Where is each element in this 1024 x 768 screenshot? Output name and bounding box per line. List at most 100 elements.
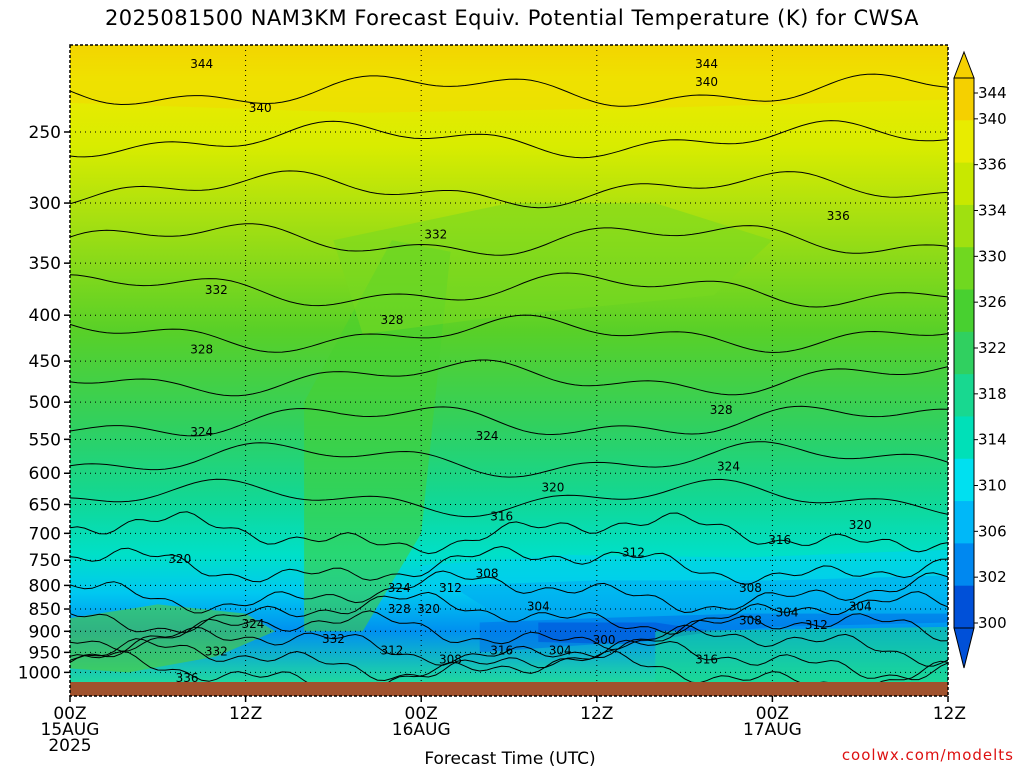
- y-tick-label: 750: [29, 551, 61, 571]
- contour-label: 324: [388, 581, 411, 595]
- contour-label: 324: [190, 425, 213, 439]
- cool-layer-mid: [450, 575, 948, 623]
- contour-line: [70, 359, 948, 397]
- y-tick-label: 850: [29, 600, 61, 620]
- contour-label: 332: [205, 645, 228, 659]
- colorbar-segment: [954, 162, 974, 206]
- y-tick-label: 300: [29, 194, 61, 214]
- colorbar-segment: [954, 289, 974, 333]
- contour-label: 312: [380, 643, 403, 657]
- colorbar-bottom-arrow: [953, 627, 975, 669]
- contour-label: 344: [695, 57, 718, 71]
- contour-label: 332: [322, 632, 345, 646]
- plot-area: [70, 45, 948, 682]
- x-tick-label: 16AUG: [392, 720, 451, 740]
- contour-label: 328: [380, 313, 403, 327]
- contour-line: [70, 511, 948, 555]
- contour-label: 312: [439, 581, 462, 595]
- colorbar-segment: [954, 458, 974, 502]
- y-tick-label: 350: [29, 254, 61, 274]
- contour-line: [70, 545, 948, 585]
- contour-line: [70, 314, 948, 354]
- contour-label: 308: [476, 567, 499, 581]
- contour-label: 308: [439, 652, 462, 666]
- contour-label: 324: [476, 429, 499, 443]
- colorbar-segment: [954, 585, 974, 629]
- contour-label: 320: [849, 518, 872, 532]
- colorbar-label: 306: [978, 522, 1007, 540]
- colorbar-label: 314: [978, 431, 1007, 449]
- contour-label: 328: [190, 343, 213, 357]
- colorbar-label: 330: [978, 247, 1007, 265]
- contour-label: 304: [549, 643, 572, 657]
- watermark-text: coolwx.com/modelts: [841, 746, 1014, 764]
- contour-label: 320: [417, 602, 440, 616]
- x-tick-label: 12Z: [580, 704, 613, 724]
- contour-line: [70, 170, 948, 209]
- colorbar-segment: [954, 416, 974, 460]
- contour-label: 308: [739, 613, 762, 627]
- contour-label: 312: [805, 618, 828, 632]
- contour-label: 316: [768, 533, 791, 547]
- contour-label: 332: [205, 283, 228, 297]
- colorbar-segment: [954, 78, 974, 121]
- colorbar-label: 322: [978, 339, 1007, 357]
- contour-line: [70, 120, 948, 159]
- colorbar-segment: [954, 120, 974, 164]
- colorbar-frame: [953, 77, 975, 629]
- colorbar-label: 326: [978, 293, 1007, 311]
- contour-line: [70, 638, 948, 682]
- plot-frame: [69, 44, 949, 697]
- colorbar-segment: [954, 247, 974, 291]
- y-tick-label: 700: [29, 524, 61, 544]
- contour-label: 316: [490, 509, 513, 523]
- x-tick-label: 17AUG: [743, 720, 802, 740]
- chart-title: 2025081500 NAM3KM Forecast Equiv. Potent…: [104, 6, 920, 30]
- contour-label: 324: [241, 617, 264, 631]
- contour-line: [70, 591, 948, 635]
- y-tick-label: 250: [29, 123, 61, 143]
- contour-label: 312: [622, 545, 645, 559]
- contour-label: 344: [190, 57, 213, 71]
- contour-line: [70, 223, 948, 256]
- x-tick-label: 00Z: [405, 704, 438, 724]
- y-tick-label: 950: [29, 643, 61, 663]
- y-tick-label: 450: [29, 352, 61, 372]
- mid-moist-area: [333, 203, 773, 335]
- x-tick-label: 00Z: [53, 704, 86, 724]
- contour-label: 332: [424, 227, 447, 241]
- y-tick-label: 500: [29, 393, 61, 413]
- contour-line: [70, 649, 948, 682]
- y-tick-label: 800: [29, 576, 61, 596]
- contour-label: 316: [695, 652, 718, 666]
- contour-label: 304: [776, 606, 799, 620]
- contour-label: 328: [388, 602, 411, 616]
- colorbar-segment: [954, 543, 974, 587]
- y-tick-label: 400: [29, 306, 61, 326]
- colorbar-segment: [954, 204, 974, 248]
- contour-line: [70, 570, 948, 614]
- colorbar-label: 334: [978, 202, 1007, 220]
- colorbar-segment: [954, 374, 974, 417]
- contour-line: [70, 441, 948, 478]
- colorbar-segment: [954, 331, 974, 375]
- contour-label: 340: [695, 75, 718, 89]
- x-tick-label: 12Z: [229, 704, 262, 724]
- x-tick-label: 2025: [48, 736, 91, 756]
- contour-label: 300: [593, 633, 616, 647]
- contour-label: 336: [827, 209, 850, 223]
- contour-line: [70, 624, 948, 667]
- contour-label: 340: [249, 101, 272, 115]
- coldest-pocket: [538, 622, 714, 645]
- contour-label: 304: [849, 600, 872, 614]
- x-axis-label: Forecast Time (UTC): [424, 749, 595, 768]
- surface-layer-right: [655, 626, 948, 682]
- contour-line: [70, 610, 948, 652]
- x-tick-label: 12Z: [933, 704, 966, 724]
- x-tick-label: 15AUG: [41, 720, 100, 740]
- contour-label: 328: [710, 403, 733, 417]
- contour-label: 304: [527, 600, 550, 614]
- colorbar-label: 344: [978, 84, 1007, 102]
- contour-label: 324: [717, 460, 740, 474]
